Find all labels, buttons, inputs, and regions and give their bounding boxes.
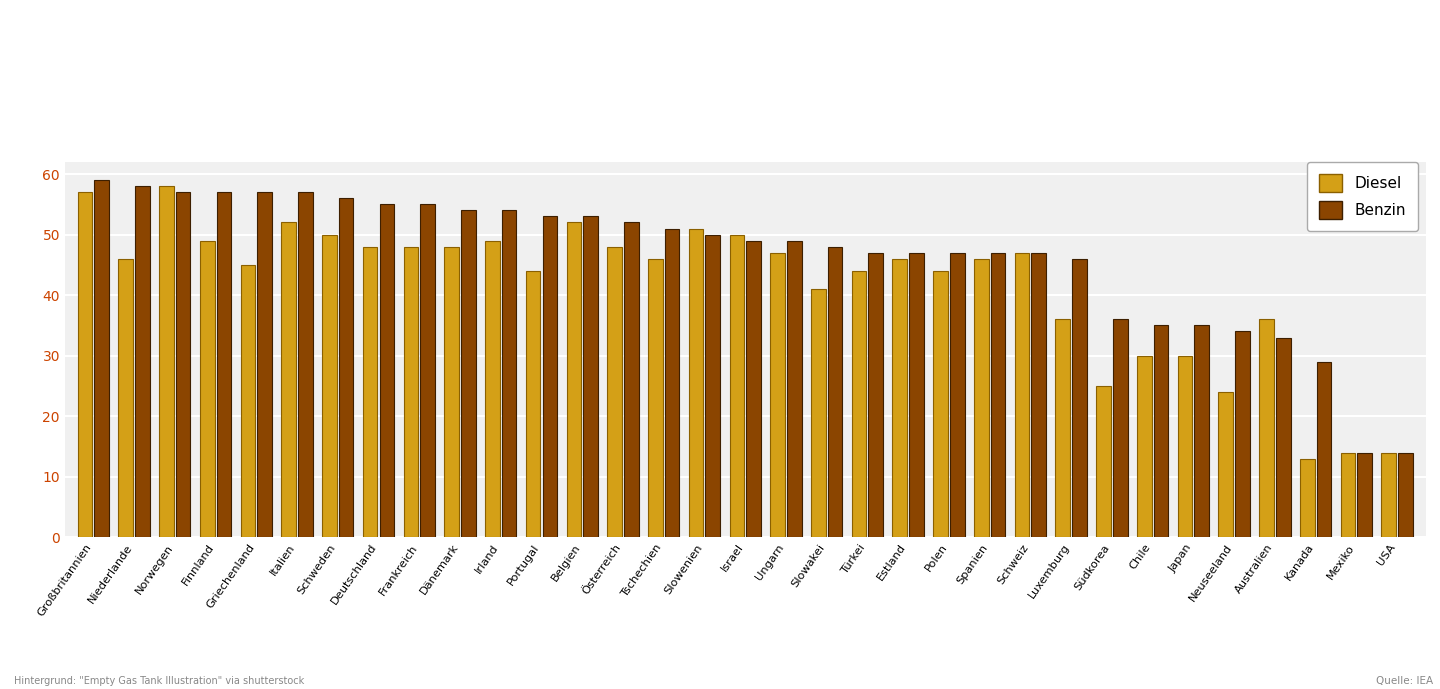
Bar xyxy=(1153,325,1168,537)
Bar xyxy=(706,234,720,537)
Bar xyxy=(583,216,598,537)
Bar xyxy=(158,186,174,537)
Text: >>
>>: >> >> xyxy=(12,39,50,82)
Bar xyxy=(1398,453,1413,537)
Bar xyxy=(240,265,255,537)
Text: Hintergrund: "Empty Gas Tank Illustration" via shutterstock: Hintergrund: "Empty Gas Tank Illustratio… xyxy=(14,675,305,686)
Bar xyxy=(403,247,418,537)
Bar xyxy=(363,247,377,537)
Bar xyxy=(1113,320,1128,537)
Bar xyxy=(770,253,785,537)
Bar xyxy=(1341,453,1355,537)
Bar xyxy=(1096,386,1110,537)
Bar xyxy=(380,205,395,537)
Bar xyxy=(1218,392,1233,537)
Bar xyxy=(788,240,802,537)
Bar xyxy=(78,192,92,537)
Bar xyxy=(135,186,150,537)
Bar xyxy=(893,259,907,537)
Bar xyxy=(1015,253,1030,537)
Bar xyxy=(1031,253,1045,537)
Bar xyxy=(1381,453,1395,537)
Bar xyxy=(176,192,190,537)
Bar xyxy=(950,253,965,537)
Bar xyxy=(933,271,948,537)
Legend: Diesel, Benzin: Diesel, Benzin xyxy=(1308,162,1418,231)
Bar xyxy=(608,247,622,537)
Bar xyxy=(323,234,337,537)
Bar xyxy=(200,240,215,537)
Bar xyxy=(851,271,867,537)
Bar xyxy=(461,210,475,537)
Text: Kraftstoff-Steuer: Kraftstoff-Steuer xyxy=(79,27,442,63)
Bar xyxy=(1194,325,1210,537)
Bar xyxy=(991,253,1005,537)
Bar xyxy=(1358,453,1372,537)
Bar xyxy=(298,192,312,537)
Bar xyxy=(746,240,760,537)
Bar xyxy=(730,234,744,537)
Bar xyxy=(909,253,924,537)
Text: In Prozent des Verkaufspreises, 2. Quartal 2012: In Prozent des Verkaufspreises, 2. Quart… xyxy=(79,79,491,94)
Bar xyxy=(1276,338,1290,537)
Bar xyxy=(1259,320,1274,537)
Bar xyxy=(1236,331,1250,537)
Bar xyxy=(543,216,557,537)
Bar xyxy=(216,192,232,537)
Bar xyxy=(338,198,353,537)
Bar xyxy=(485,240,500,537)
Bar xyxy=(624,223,639,537)
Bar xyxy=(258,192,272,537)
Bar xyxy=(526,271,540,537)
Text: Quelle: IEA: Quelle: IEA xyxy=(1375,675,1433,686)
Bar xyxy=(828,247,842,537)
Bar xyxy=(1178,356,1192,537)
Bar xyxy=(1300,459,1315,537)
Bar xyxy=(1138,356,1152,537)
Bar xyxy=(1056,320,1070,537)
Bar xyxy=(868,253,883,537)
Bar xyxy=(501,210,517,537)
Bar xyxy=(445,247,459,537)
Bar xyxy=(566,223,582,537)
Bar xyxy=(95,180,109,537)
Bar xyxy=(973,259,989,537)
Bar xyxy=(1316,362,1332,537)
Bar xyxy=(281,223,297,537)
Bar xyxy=(688,229,703,537)
Bar xyxy=(118,259,132,537)
Bar xyxy=(1073,259,1087,537)
Bar xyxy=(420,205,435,537)
Bar xyxy=(648,259,662,537)
Bar xyxy=(811,289,825,537)
Bar xyxy=(665,229,680,537)
